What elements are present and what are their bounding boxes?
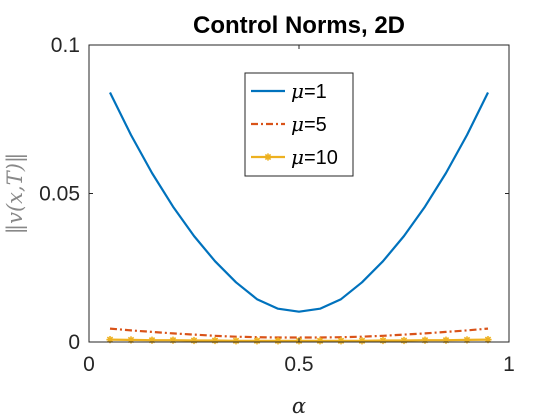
legend-label-0: μ=1 [291,79,327,103]
legend-label-value-2: =10 [304,147,338,169]
series-marker-2-7 [253,337,261,345]
series-marker-2-15 [421,336,429,344]
y-tick-label-1: 0.05 [39,183,80,206]
y-tick-label-0: 0 [68,331,80,354]
legend-label-symbol-0: μ [291,79,304,103]
series-marker-2-13 [379,336,387,345]
legend-label-2: μ=10 [291,145,338,169]
x-tick-label-0: 0 [83,353,95,376]
series-marker-2-4 [190,336,198,345]
series-marker-2-8 [274,337,282,345]
series-marker-2-12 [358,337,366,345]
series-marker-2-6 [232,337,240,345]
series-marker-2-14 [400,336,408,345]
series-line-1 [109,327,489,339]
chart-title: Control Norms, 2D [193,12,405,39]
axes-layer: 0 0.5 1 0 0.05 0.1 [39,34,515,376]
legend: μ=1μ=5μ=10 [244,72,354,177]
legend-label-symbol-2: μ [291,145,304,169]
series-marker-2-16 [442,336,450,344]
legend-marker-2 [264,153,272,161]
legend-label-1: μ=5 [291,112,327,136]
legend-label-value-1: =5 [304,114,327,136]
y-tick-label-2: 0.1 [51,34,80,57]
series-line-0 [109,92,489,313]
x-axis-label: α [292,394,306,418]
series-marker-2-3 [169,336,177,344]
series-marker-2-10 [316,337,324,345]
x-tick-label-1: 0.5 [284,353,313,376]
series-marker-2-5 [211,336,219,345]
x-tick-label-2: 1 [503,353,515,376]
series-marker-2-0 [106,336,114,344]
y-axis-label: ‖v(x,T)‖ [3,153,28,235]
series-marker-2-11 [337,337,345,345]
legend-label-value-0: =1 [304,81,327,103]
series-layer [106,92,492,345]
series-marker-2-2 [148,336,156,344]
legend-label-symbol-1: μ [291,112,304,136]
